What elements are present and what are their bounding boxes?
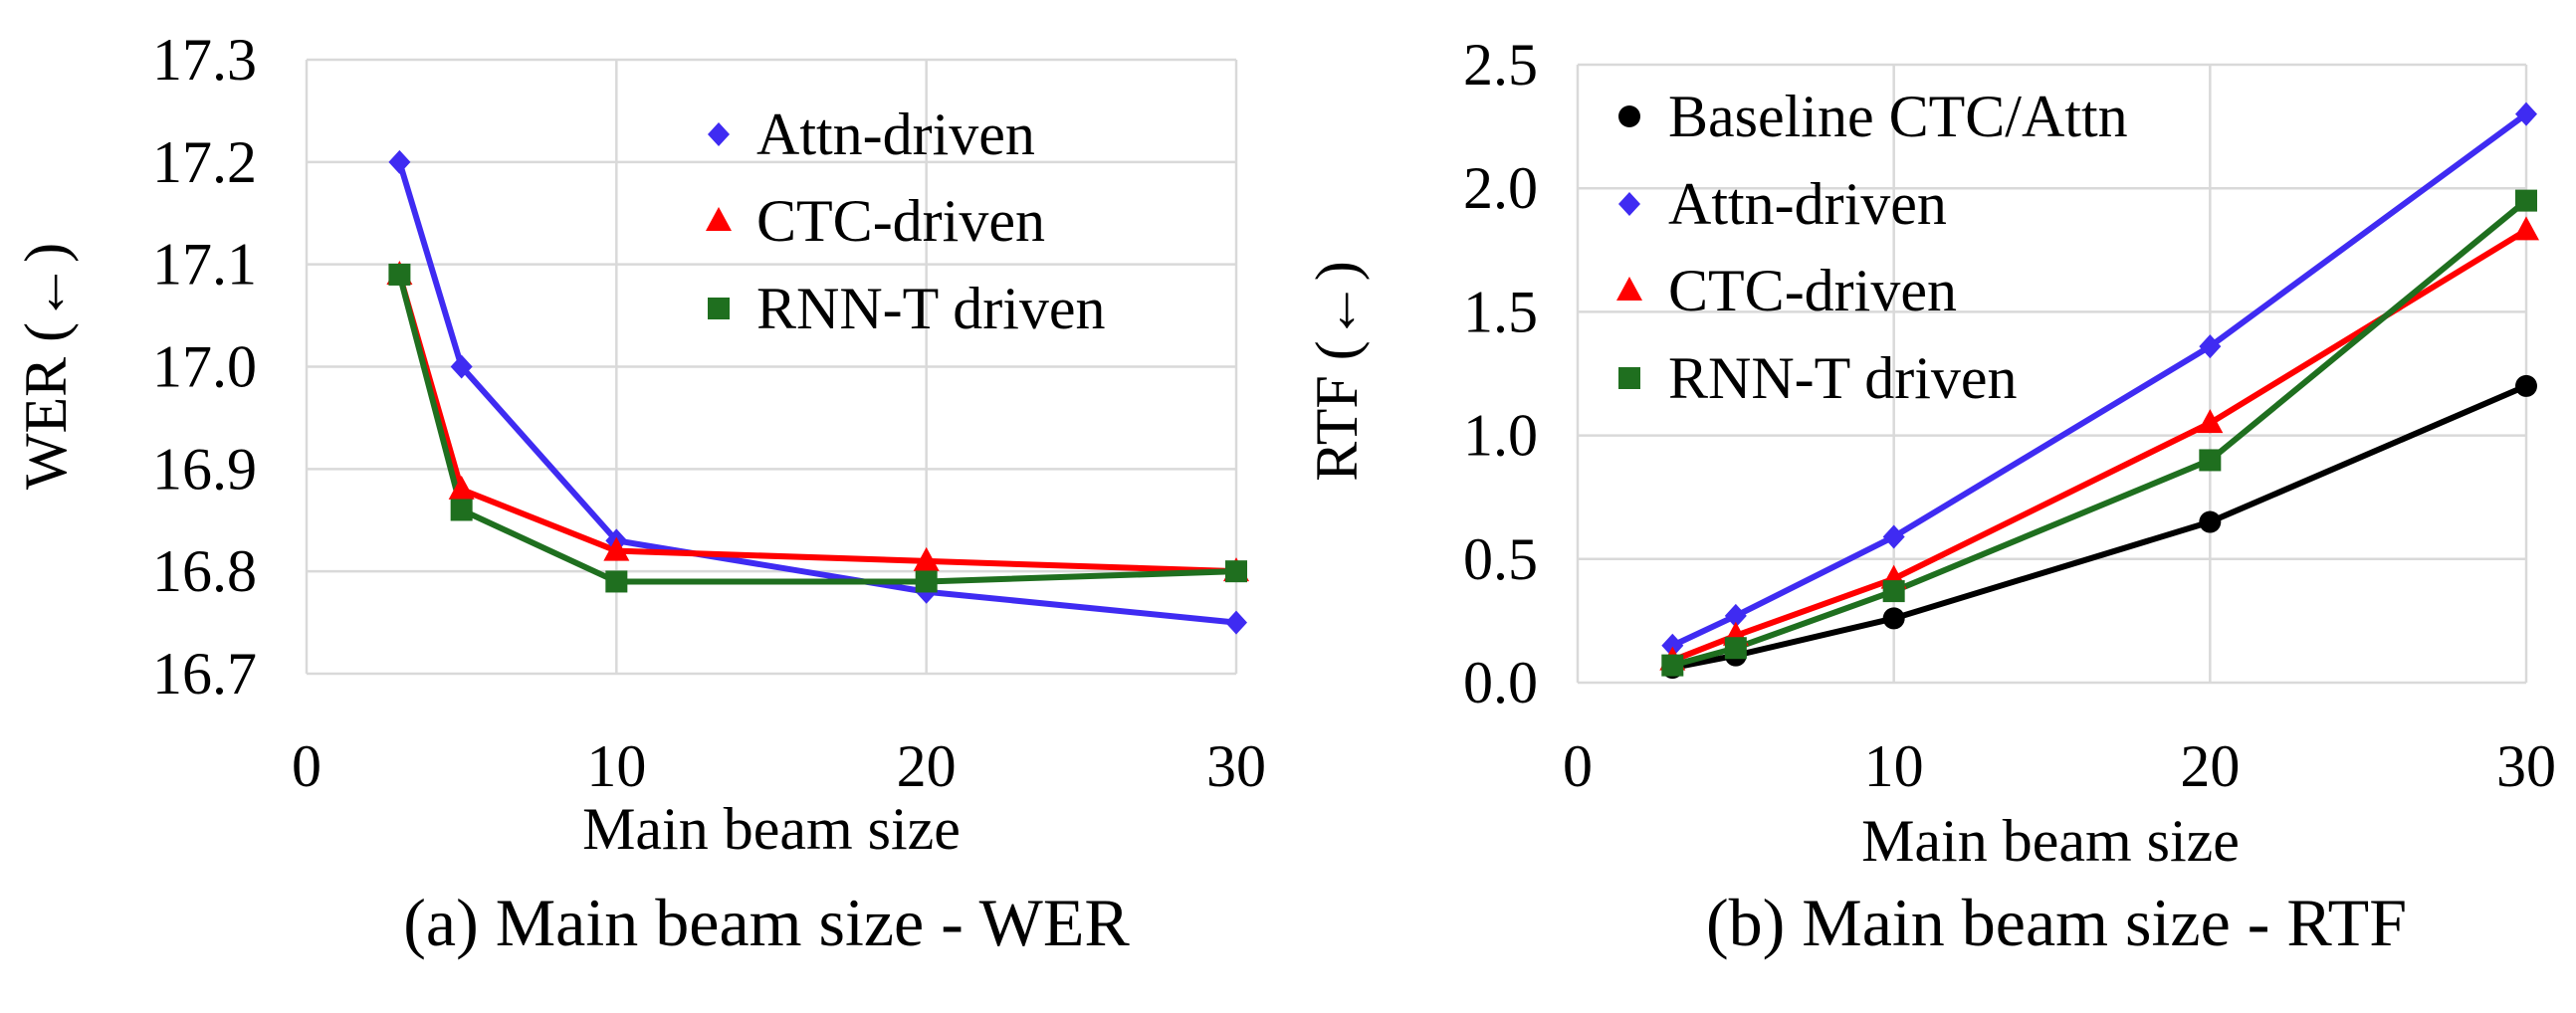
data-point xyxy=(2515,101,2537,126)
x-tick-label: 30 xyxy=(1206,733,1266,799)
legend-marker xyxy=(1616,277,1642,301)
y-tick-label: 1.5 xyxy=(1463,279,1538,344)
data-point xyxy=(1724,637,1747,660)
data-point xyxy=(2199,510,2222,533)
data-point xyxy=(913,546,940,571)
y-axis-title: WER (←) xyxy=(13,243,79,490)
y-tick-label: 0.5 xyxy=(1463,526,1538,592)
chart-rtf: 0.0 0.5 1.0 1.5 2.0 2.5 0 10 20 30 Main beam size R… xyxy=(1304,32,2556,960)
data-point xyxy=(603,536,630,561)
data-point xyxy=(2199,334,2222,359)
y-tick-label: 2.0 xyxy=(1463,155,1538,221)
legend-marker xyxy=(1618,367,1640,389)
data-point xyxy=(1661,654,1684,677)
x-tick-label: 20 xyxy=(897,733,957,799)
data-point xyxy=(1882,580,1905,603)
data-point xyxy=(1724,603,1747,628)
y-tick-label: 16.7 xyxy=(152,641,257,707)
data-point xyxy=(388,149,411,174)
y-tick-label: 17.2 xyxy=(152,129,257,195)
data-point xyxy=(915,570,938,593)
data-point xyxy=(2199,449,2222,472)
legend-marker xyxy=(708,298,730,319)
data-point xyxy=(2515,189,2537,212)
data-point xyxy=(388,263,411,286)
data-point xyxy=(450,499,473,521)
x-tick-label: 10 xyxy=(1864,733,1924,799)
data-point xyxy=(450,354,473,379)
legend-label: Attn-driven xyxy=(1668,171,1947,237)
x-axis-title: Main beam size xyxy=(1861,808,2240,874)
x-axis-title: Main beam size xyxy=(582,796,961,862)
y-tick-label: 2.5 xyxy=(1463,32,1538,98)
data-point xyxy=(605,570,628,593)
y-tick-label: 17.0 xyxy=(152,334,257,400)
legend-label: RNN-T driven xyxy=(756,276,1106,341)
chart-caption: (b) Main beam size - RTF xyxy=(1706,885,2407,960)
legend-label: Attn-driven xyxy=(756,101,1035,167)
y-tick-label: 17.3 xyxy=(152,27,257,93)
legend-label: RNN-T driven xyxy=(1668,345,2018,411)
chart-caption: (a) Main beam size - WER xyxy=(403,885,1130,960)
legend-label: Baseline CTC/Attn xyxy=(1668,84,2128,149)
data-point xyxy=(1225,610,1247,635)
legend-label: CTC-driven xyxy=(756,188,1045,254)
legend-marker xyxy=(708,122,730,146)
x-tick-label: 0 xyxy=(1563,733,1593,799)
y-axis-title: RTF (←) xyxy=(1304,261,1370,481)
legend-marker xyxy=(1618,192,1640,216)
legend-marker xyxy=(706,207,732,231)
x-tick-label: 0 xyxy=(292,733,322,799)
y-tick-label: 0.0 xyxy=(1463,650,1538,715)
legend-marker xyxy=(1618,105,1640,127)
data-point xyxy=(2515,374,2537,397)
data-point xyxy=(448,475,475,500)
y-tick-label: 1.0 xyxy=(1463,403,1538,469)
data-point xyxy=(2513,216,2539,241)
data-point xyxy=(1882,607,1905,630)
x-tick-label: 30 xyxy=(2496,733,2556,799)
y-tick-label: 16.8 xyxy=(152,538,257,604)
y-tick-label: 16.9 xyxy=(152,436,257,502)
x-tick-label: 20 xyxy=(2180,733,2240,799)
chart-wer: 16.7 16.8 16.9 17.0 17.1 17.2 17.3 0 10 20 30 Main … xyxy=(13,27,1266,960)
data-point xyxy=(1661,633,1684,658)
legend-label: CTC-driven xyxy=(1668,258,1957,323)
data-point xyxy=(1225,560,1247,583)
data-point xyxy=(2197,409,2224,434)
x-tick-label: 10 xyxy=(586,733,646,799)
y-tick-label: 17.1 xyxy=(152,232,257,298)
data-point xyxy=(1882,524,1905,549)
